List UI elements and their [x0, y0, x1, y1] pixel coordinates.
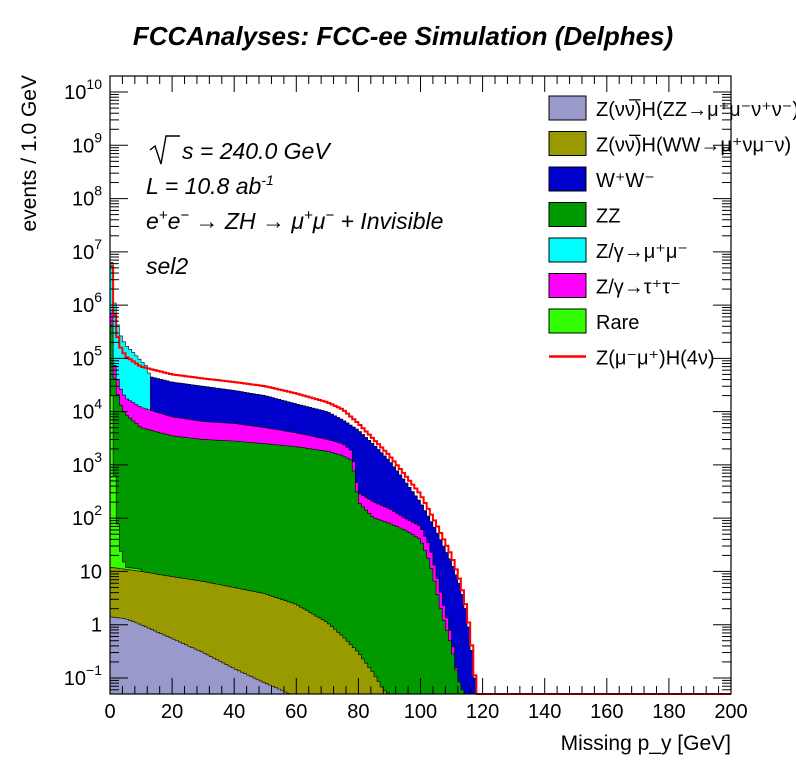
- x-tick-label: 180: [652, 701, 685, 723]
- stacked-areas: [109, 262, 477, 695]
- x-tick-label: 60: [285, 701, 307, 723]
- y-tick-label: 104: [72, 396, 102, 424]
- x-tick-label: 200: [714, 701, 747, 723]
- x-axis-label: Missing p_y [GeV]: [561, 732, 731, 755]
- x-tick-label: 160: [590, 701, 623, 723]
- y-tick-label: 10: [80, 561, 102, 583]
- y-tick-label: 109: [72, 129, 102, 157]
- chart-title: FCCAnalyses: FCC-ee Simulation (Delphes): [133, 21, 673, 51]
- legend-label: Z(μ⁻μ⁺)H(4ν): [596, 348, 715, 370]
- x-tick-label: 140: [528, 701, 561, 723]
- sqrt-symbol: [149, 135, 180, 165]
- x-tick-label: 20: [161, 701, 183, 723]
- legend-label: W⁺W⁻: [596, 170, 655, 192]
- y-tick-label: 108: [72, 183, 102, 211]
- x-tick-label: 120: [466, 701, 499, 723]
- selection-label: sel2: [146, 253, 188, 279]
- y-tick-label: 107: [72, 236, 102, 264]
- legend-swatch-z: [548, 237, 587, 263]
- y-tick-label: 106: [72, 289, 102, 317]
- y-tick-label: 1010: [64, 76, 102, 104]
- legend-swatch-zz: [548, 202, 587, 227]
- y-tick-label: 102: [72, 502, 102, 530]
- legend-label: Z(νν̅)H(ZZ→μ⁺μ⁻ν⁺ν⁻): [596, 98, 796, 121]
- legend-swatch-w-w: [548, 166, 587, 192]
- legend-label: Z(νν̅)H(WW→μ⁺νμ⁻ν): [596, 134, 791, 157]
- legend-label: Rare: [596, 312, 639, 334]
- y-tick-label: 1: [91, 615, 102, 637]
- legend-swatch-z: [548, 273, 587, 298]
- y-tick-label: 105: [72, 342, 102, 370]
- legend-swatch-rare: [548, 308, 587, 334]
- y-axis-label: events / 1.0 GeV: [18, 75, 41, 231]
- legend-swatch-z-h-ww: [548, 131, 587, 156]
- y-tick-label: 10−1: [64, 662, 102, 690]
- luminosity-text: L = 10.8 ab-1: [146, 172, 274, 199]
- annotation-sqrt-s: s = 240.0 GeV: [149, 135, 332, 165]
- process-text: e+e− → ZH → μ+μ− + Invisible: [146, 207, 443, 234]
- legend-label: ZZ: [596, 206, 620, 228]
- x-tick-label: 0: [104, 701, 115, 723]
- legend: Z(νν̅)H(ZZ→μ⁺μ⁻ν⁺ν⁻) Z(νν̅)H(WW→μ⁺νμ⁻ν) W⁺…: [548, 95, 796, 370]
- series-fill-0: [109, 616, 291, 695]
- sqrt-s-text: s = 240.0 GeV: [182, 138, 332, 164]
- axes: 0 20 40 60 80 100 120 140 160 180 200 10−1 1 10 102 103…: [64, 75, 748, 723]
- legend-label: Z/γ→τ⁺τ⁻: [596, 277, 681, 299]
- x-tick-label: 100: [404, 701, 437, 723]
- y-tick-label: 103: [72, 449, 102, 477]
- legend-swatch-z-h-zz: [548, 95, 587, 121]
- x-tick-label: 40: [223, 701, 245, 723]
- legend-label: Z/γ→μ⁺μ⁻: [596, 241, 688, 263]
- x-tick-label: 80: [347, 701, 369, 723]
